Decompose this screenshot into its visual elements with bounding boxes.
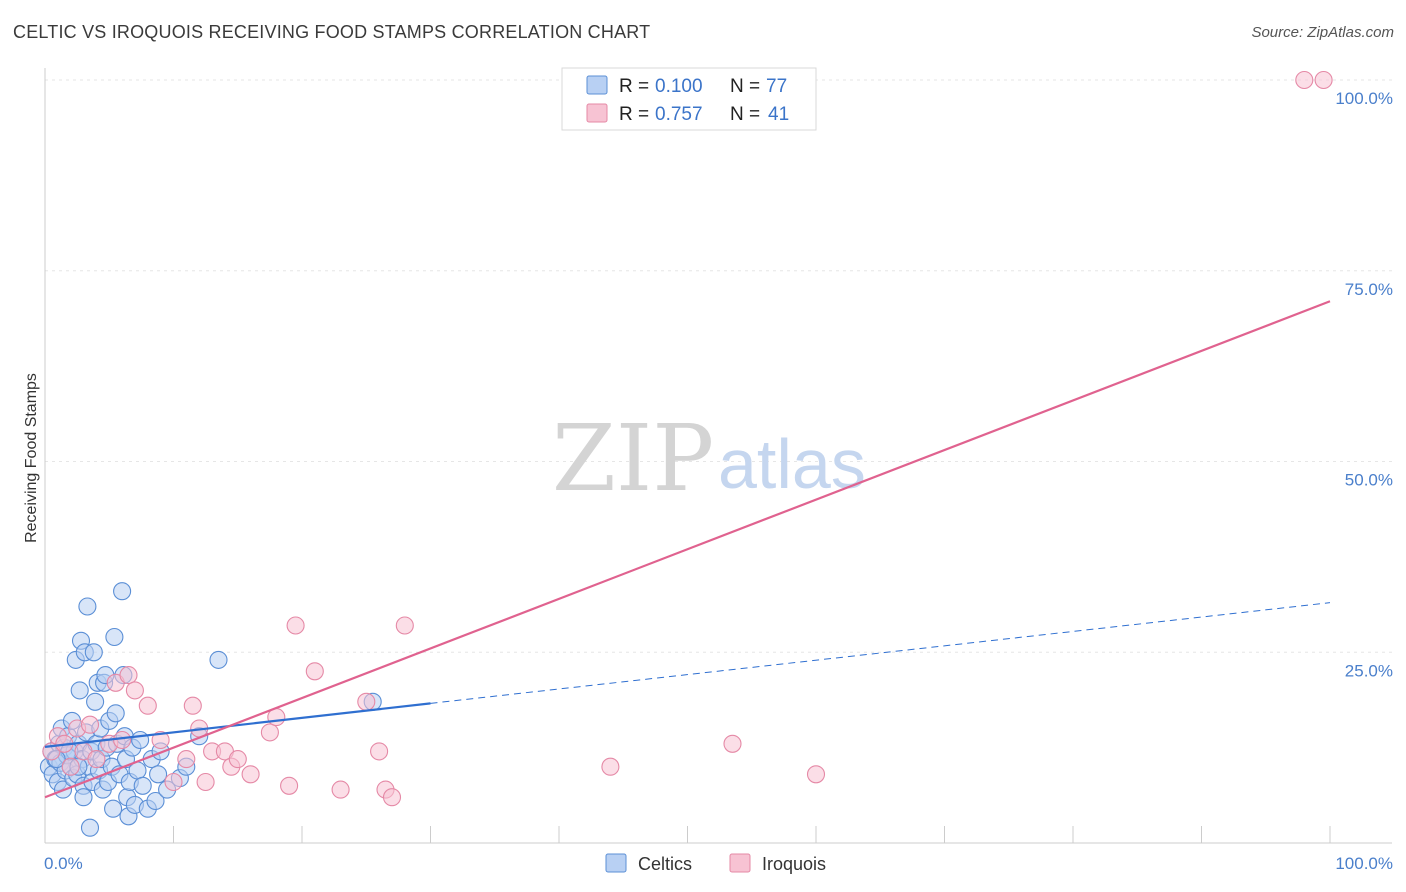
celtics-point-46 xyxy=(105,627,124,647)
legend: R = 0.100 N = 77 R = 0.757 N = 41 xyxy=(561,67,817,131)
legend-n-value-celtics: 77 xyxy=(766,76,787,97)
celtics-point-45 xyxy=(104,799,123,818)
legend-n-value-iroquois: 41 xyxy=(768,104,789,125)
iroquois-point-17 xyxy=(183,696,202,715)
celtics-point-28 xyxy=(80,818,100,837)
iroquois-point-3 xyxy=(61,757,80,776)
iroquois-point-28 xyxy=(286,616,305,635)
legend-swatch-iroquois xyxy=(586,103,608,123)
tick-labels: 25.0% 50.0% 75.0% 100.0% 0.0% 100.0% xyxy=(44,89,1393,873)
legend-n-label-celtics: N = xyxy=(730,76,760,97)
iroquois-point-15 xyxy=(164,772,183,792)
celtics-point-32 xyxy=(86,692,105,711)
iroquois-point-16 xyxy=(177,750,196,769)
y-tick-label-2: 75.0% xyxy=(1345,280,1393,299)
celtics-point-70 xyxy=(149,765,168,784)
iroquois-point-25 xyxy=(260,723,279,742)
iroquois-point-30 xyxy=(357,692,376,711)
iroquois-point-38 xyxy=(806,765,826,784)
iroquois-trend-line xyxy=(44,300,1331,799)
watermark-zip: ZIP xyxy=(552,405,714,512)
iroquois-point-35 xyxy=(395,616,414,635)
iroquois-point-23 xyxy=(228,750,247,769)
iroquois-point-32 xyxy=(370,742,389,761)
iroquois-point-29 xyxy=(305,662,324,681)
legend-r-label-celtics: R = xyxy=(619,76,649,97)
iroquois-point-24 xyxy=(241,765,260,784)
celtics-trend-extension xyxy=(430,602,1331,704)
celtics-point-61 xyxy=(133,776,152,795)
iroquois-point-19 xyxy=(196,772,215,792)
y-tick-label-0: 25.0% xyxy=(1345,661,1393,680)
legend-r-value-iroquois: 0.757 xyxy=(655,104,703,125)
celtics-point-47 xyxy=(106,704,125,723)
iroquois-point-37 xyxy=(723,734,742,753)
iroquois-point-11 xyxy=(119,666,138,685)
x-tick-label-1: 100.0% xyxy=(1335,854,1393,873)
legend-swatch-celtics xyxy=(586,75,608,95)
bottom-legend-label-iroquois: Iroquois xyxy=(762,854,826,874)
x-tick-label-0: 0.0% xyxy=(44,854,83,873)
watermark: ZIP atlas xyxy=(552,405,866,512)
iroquois-point-39 xyxy=(1295,70,1314,90)
legend-n-label-iroquois: N = xyxy=(730,104,760,125)
celtics-trend-line xyxy=(44,702,431,748)
iroquois-point-14 xyxy=(151,730,170,750)
iroquois-point-34 xyxy=(382,788,402,807)
source-label: Source: ZipAtlas.com xyxy=(1251,24,1394,41)
iroquois-point-31 xyxy=(331,780,350,799)
iroquois-point-13 xyxy=(138,696,157,715)
bottom-legend: Celtics Iroquois xyxy=(605,853,826,874)
bottom-legend-swatch-iroquois xyxy=(729,853,751,873)
bottom-legend-swatch-celtics xyxy=(605,853,627,873)
y-tick-label-1: 50.0% xyxy=(1345,471,1393,490)
iroquois-point-7 xyxy=(87,750,106,769)
celtics-point-20 xyxy=(70,681,89,700)
iroquois-point-27 xyxy=(280,776,299,795)
y-tick-label-3: 100.0% xyxy=(1335,89,1393,108)
bottom-legend-label-celtics: Celtics xyxy=(638,854,692,874)
iroquois-point-12 xyxy=(125,681,144,700)
iroquois-point-6 xyxy=(80,715,100,734)
celtics-point-26 xyxy=(78,597,97,616)
chart-title: CELTIC VS IROQUOIS RECEIVING FOOD STAMPS… xyxy=(13,22,651,42)
watermark-atlas: atlas xyxy=(718,425,866,503)
y-axis-label: Receiving Food Stamps xyxy=(23,373,40,543)
celtics-point-71 xyxy=(209,650,228,669)
celtics-point-50 xyxy=(113,582,132,601)
celtics-point-31 xyxy=(84,643,103,662)
iroquois-point-10 xyxy=(113,730,132,750)
celtics-point-60 xyxy=(131,730,150,750)
legend-r-label-iroquois: R = xyxy=(619,104,649,125)
celtics-point-76 xyxy=(74,788,93,807)
iroquois-point-40 xyxy=(1314,70,1333,90)
legend-r-value-celtics: 0.100 xyxy=(655,76,703,97)
celtics-point-64 xyxy=(146,791,165,811)
trend-lines xyxy=(44,300,1331,799)
iroquois-point-36 xyxy=(601,757,620,776)
axes xyxy=(44,68,1392,844)
grid-lines xyxy=(45,79,1392,653)
